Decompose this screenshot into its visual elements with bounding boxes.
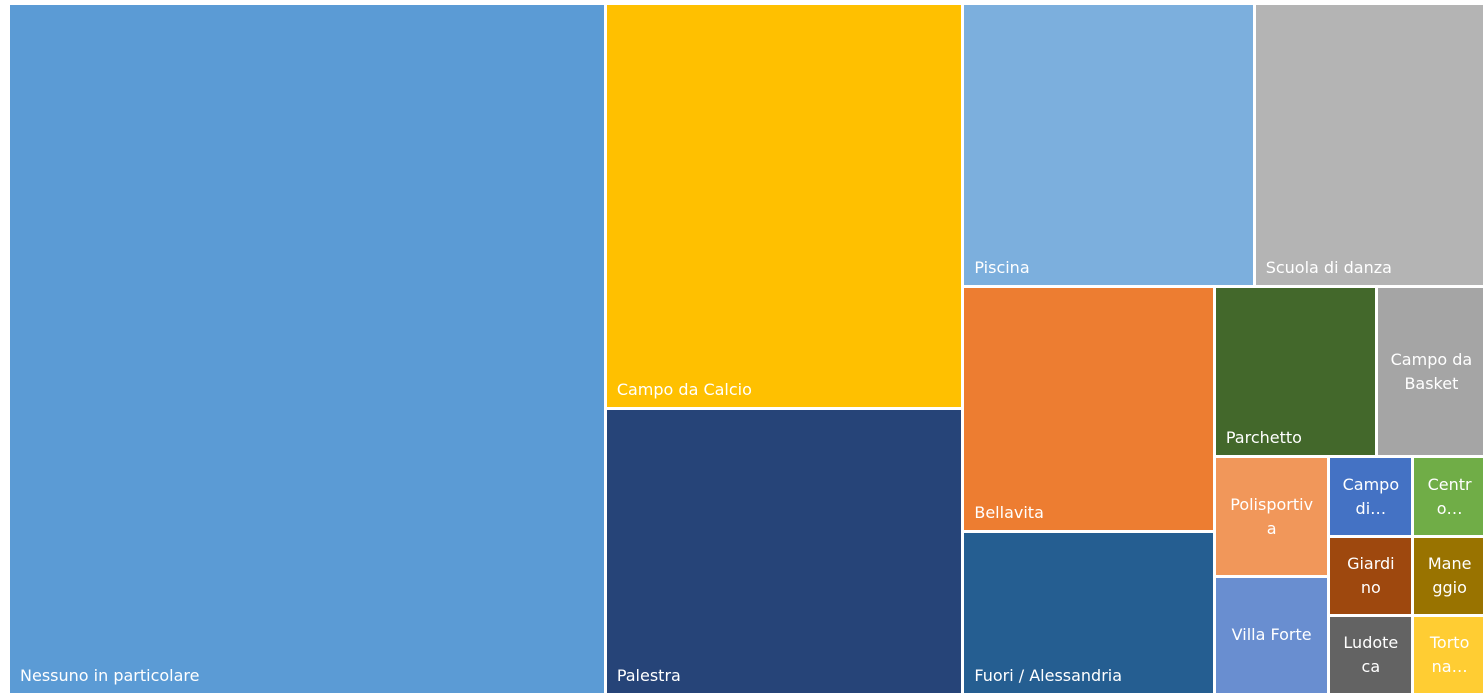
tile-label: Bellavita: [974, 503, 1044, 523]
tile-label: Maneggio: [1427, 554, 1472, 598]
tile: Palestra: [606, 410, 962, 693]
tile-label: Villa Forte: [1231, 625, 1312, 645]
tile: Villa Forte: [1215, 578, 1328, 693]
tile: Campo da Calcio: [606, 5, 962, 408]
tile: Bellavita: [964, 288, 1213, 531]
tile-label: Polisportiva: [1230, 494, 1314, 538]
tile: Nessuno in particolare: [10, 5, 604, 693]
tile-label: Parchetto: [1225, 428, 1302, 448]
tile-label: Centro…: [1427, 474, 1472, 518]
tile-label: Campo da Basket: [1390, 349, 1473, 393]
tile-label: Campo da Calcio: [616, 380, 752, 400]
tile: Campo da Basket: [1377, 288, 1483, 456]
tile: Scuola di danza: [1255, 5, 1483, 286]
tile-label: Campo di…: [1342, 474, 1400, 518]
tile-label: Palestra: [616, 665, 681, 685]
tile-label: Tortona…: [1429, 633, 1470, 677]
tile: Ludoteca: [1330, 617, 1412, 693]
tile: Centro…: [1414, 458, 1483, 536]
tile-label: Fuori / Alessandria: [974, 665, 1123, 685]
tile: Polisportiva: [1215, 458, 1328, 575]
tile: Fuori / Alessandria: [964, 533, 1213, 693]
tile-label: Piscina: [974, 258, 1030, 278]
tile: Maneggio: [1414, 538, 1483, 615]
tile: Piscina: [964, 5, 1253, 286]
tile-label: Giardino: [1347, 554, 1395, 598]
tile: Giardino: [1330, 538, 1412, 615]
tile-label: Scuola di danza: [1265, 258, 1392, 278]
tile-label: Nessuno in particolare: [20, 666, 200, 685]
tile-label: Ludoteca: [1343, 633, 1399, 677]
tile: Parchetto: [1215, 288, 1375, 456]
tile: Campo di…: [1330, 458, 1412, 536]
tile: Tortona…: [1414, 617, 1483, 693]
